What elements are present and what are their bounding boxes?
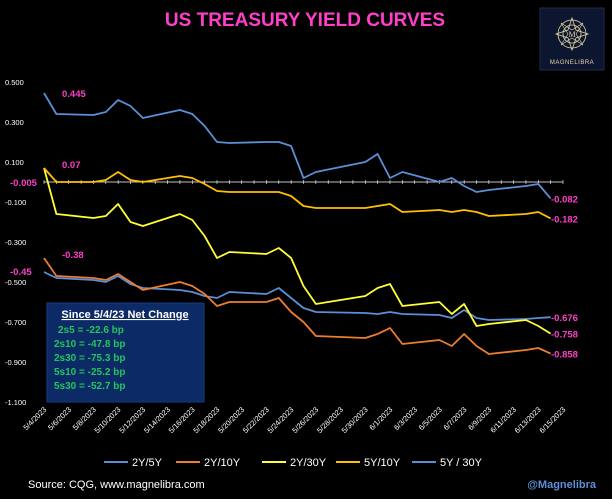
mandala-icon: M [554, 16, 590, 52]
legend-label: 2Y/10Y [204, 457, 241, 469]
legend-label: 2Y/5Y [132, 457, 163, 469]
y-tick-label: 0.300 [5, 118, 24, 127]
legend: 2Y/5Y 2Y/10Y 2Y/30Y 5Y/10Y 5Y / 30Y [104, 457, 483, 469]
end-value-label: -0.182 [551, 214, 578, 225]
y-tick-label: -0.300 [5, 238, 26, 247]
start-value-label: 0.445 [62, 89, 86, 100]
y-axis: 0.500 0.300 0.100 -0.100 -0.300 -0.500 -0.700 -… [5, 78, 26, 407]
y-tick-label: -1.100 [5, 398, 26, 407]
net-change-box: Since 5/4/23 Net Change 2s5 = -22.6 bp 2… [46, 302, 205, 403]
start-value-label: -0.45 [10, 267, 32, 278]
net-change-line: 5s10 = -25.2 bp [54, 367, 125, 378]
source-text: Source: CQG, www.magnelibra.com [28, 479, 205, 491]
net-change-line: 2s30 = -75.3 bp [54, 353, 125, 364]
svg-text:M: M [568, 30, 575, 39]
y-tick-label: -0.100 [5, 198, 26, 207]
logo-text: MAGNELIBRA [550, 60, 594, 66]
net-change-title: Since 5/4/23 Net Change [61, 309, 188, 321]
twitter-handle: @Magnelibra [527, 479, 597, 491]
y-tick-label: -0.900 [5, 358, 26, 367]
legend-label: 5Y/10Y [364, 457, 401, 469]
net-change-line: 2s5 = -22.6 bp [58, 325, 124, 336]
series-line-5Y-30Y [43, 92, 552, 199]
legend-label: 5Y / 30Y [440, 457, 483, 469]
end-value-label: -0.758 [551, 330, 578, 341]
series-line-2Y-30Y [43, 167, 552, 335]
series-line-5Y-10Y [43, 167, 552, 220]
y-tick-label: -0.700 [5, 318, 26, 327]
chart-title: US TREASURY YIELD CURVES [165, 10, 445, 31]
y-tick-label: 0.500 [5, 78, 24, 87]
y-tick-label: 0.100 [5, 158, 24, 167]
y-tick-label: -0.500 [5, 278, 26, 287]
end-value-label: -0.082 [551, 194, 578, 205]
legend-label: 2Y/30Y [290, 457, 327, 469]
start-value-label: -0.38 [62, 250, 84, 261]
magnelibra-logo: M MAGNELIBRA [539, 7, 605, 71]
series-layer [43, 92, 552, 355]
start-value-label: -0.005 [10, 178, 38, 189]
data-labels: 0.445 0.07 -0.005 -0.38 -0.45 -0.082 -0.182 -0.… [10, 89, 578, 361]
end-value-label: -0.858 [551, 350, 578, 361]
start-value-label: 0.07 [62, 160, 81, 171]
net-change-line: 5s30 = -52.7 bp [54, 381, 125, 392]
net-change-line: 2s10 = -47.8 bp [54, 339, 125, 350]
end-value-label: -0.676 [551, 313, 578, 324]
series-line-2Y-10Y [43, 257, 551, 355]
